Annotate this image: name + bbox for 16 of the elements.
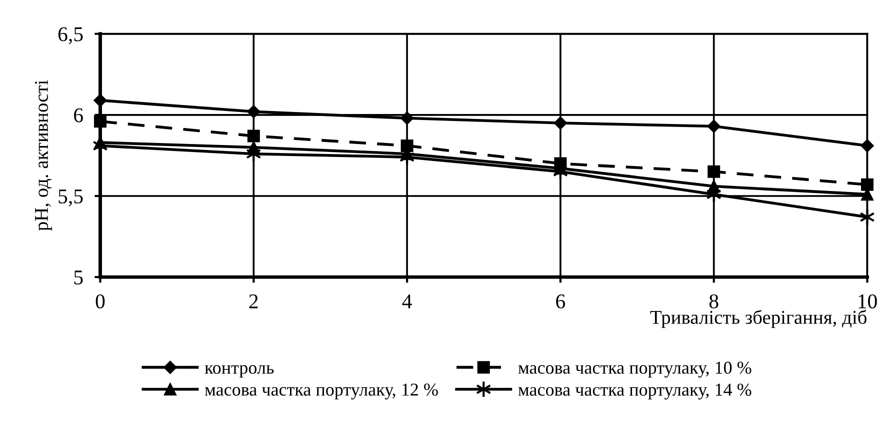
legend-label: масова частка портулаку, 14 % [518, 384, 752, 400]
y-tick-label: 6 [74, 108, 83, 122]
x-tick-label: 10 [858, 294, 877, 308]
x-tick-label: 2 [249, 294, 258, 308]
y-tick-label: 5,5 [58, 190, 83, 206]
x-tick-label: 0 [96, 294, 105, 308]
y-tick-label: 6,5 [58, 27, 83, 44]
x-axis-title: Тривалість зберігання, діб [650, 310, 867, 328]
y-axis-title: pH, од. активності [34, 80, 52, 231]
y-tick-label: 5 [74, 270, 83, 284]
legend-label: контроль [204, 365, 274, 378]
legend-label: масова частка портулаку, 10 % [518, 362, 752, 378]
x-tick-label: 8 [709, 294, 718, 308]
x-tick-label: 6 [556, 294, 566, 308]
legend-label: масова частка портулаку, 12 % [204, 384, 438, 400]
x-tick-label: 4 [402, 294, 412, 308]
